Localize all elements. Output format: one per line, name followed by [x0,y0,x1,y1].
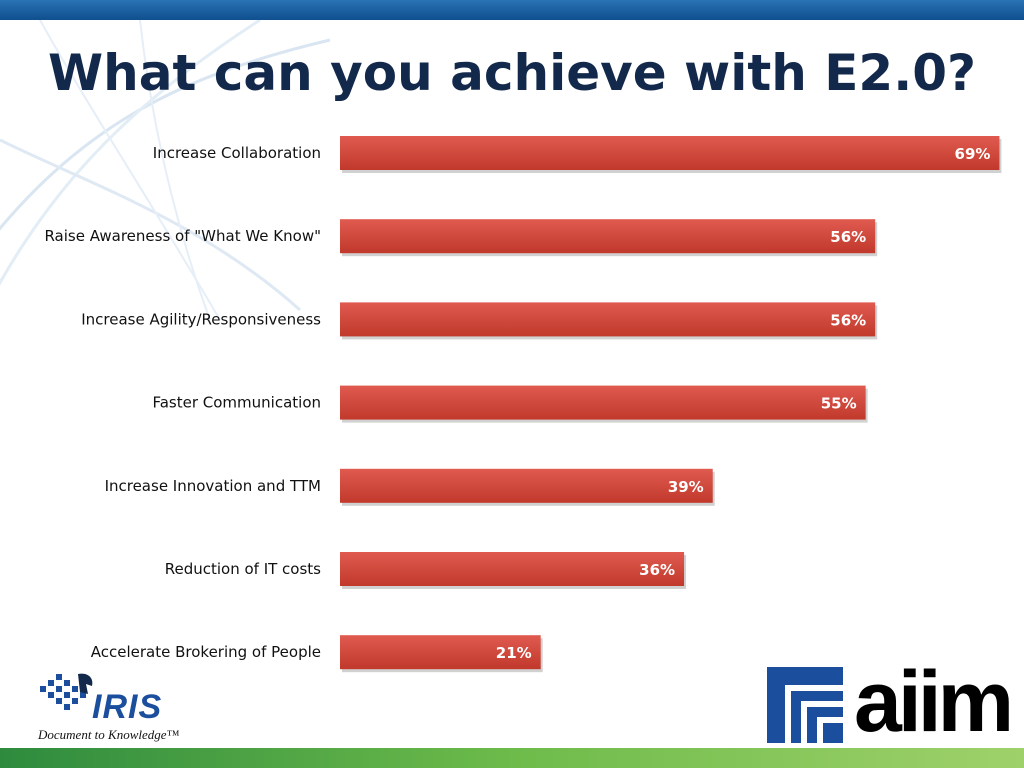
category-label: Raise Awareness of "What We Know" [44,227,321,245]
value-label: 55% [821,395,857,413]
category-label: Reduction of IT costs [165,560,321,578]
bar-0 [340,136,1000,170]
decorative-globe-lines [0,20,331,320]
value-label: 39% [668,478,704,496]
slide-title: What can you achieve with E2.0? [47,44,977,102]
bar-chart: Increase Collaboration 69% Raise Awareness… [44,112,1010,694]
bar-3 [340,385,866,420]
iris-wordmark: IRIS [92,688,163,726]
aiim-wordmark: aiim [854,654,1014,750]
bar-5 [340,552,685,586]
bar-2 [340,302,876,337]
category-label: Accelerate Brokering of People [91,643,321,661]
bar-6 [340,635,541,670]
category-label: Increase Agility/Responsiveness [81,310,321,328]
bottom-band [0,748,1024,768]
value-label: 36% [639,561,675,579]
iris-tagline: Document to Knowledge™ [38,727,180,742]
bar-4 [340,468,713,503]
aiim-logo [767,667,1017,745]
aiim-mark-icon [767,667,843,743]
top-band [0,0,1024,20]
category-label: Faster Communication [152,394,321,412]
bar-1 [340,219,876,254]
value-label: 56% [830,228,866,246]
value-label: 56% [830,311,866,329]
category-label: Increase Innovation and TTM [105,477,321,495]
category-label: Increase Collaboration [153,144,321,162]
iris-eagle-icon [40,673,93,710]
value-label: 69% [955,145,991,163]
value-label: 21% [496,644,532,662]
iris-logo [36,668,171,744]
